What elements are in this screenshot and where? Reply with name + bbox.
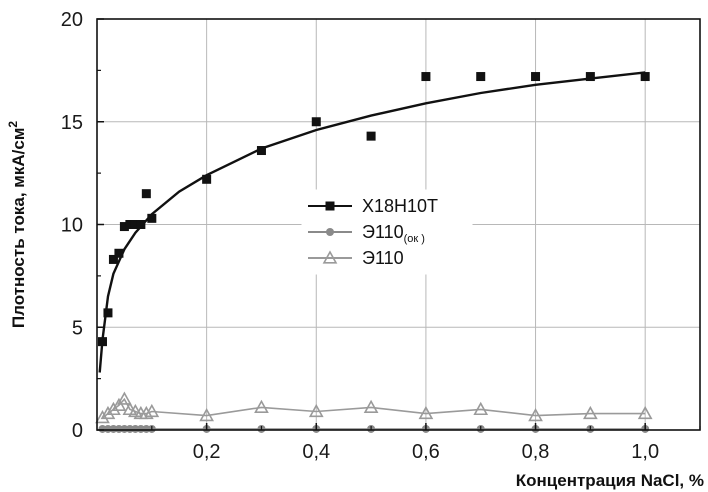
data-point-series-2 <box>637 405 653 420</box>
legend-label-sub: (ок ) <box>404 233 425 245</box>
data-point-series-2 <box>199 407 214 422</box>
legend-label: Х18Н10Т <box>362 196 438 216</box>
data-point-series-2 <box>117 391 132 405</box>
y-axis-title-superscript: 2 <box>6 121 20 128</box>
data-point-series-1 <box>120 424 129 433</box>
legend-marker <box>322 250 338 264</box>
data-point-series-0 <box>125 220 135 229</box>
data-point-series-0 <box>136 220 146 229</box>
y-tick-label: 10 <box>61 215 83 237</box>
data-point-series-0 <box>103 308 113 318</box>
series-1-points <box>98 424 650 433</box>
legend-item-1: Э110(ок ) <box>308 222 425 245</box>
data-point-series-0 <box>147 213 157 223</box>
data-point-series-1 <box>103 424 112 433</box>
data-point-series-0 <box>311 117 321 127</box>
series-2-points <box>95 391 653 424</box>
legend-item-0: Х18Н10Т <box>308 196 438 216</box>
data-point-series-0 <box>476 72 486 82</box>
data-point-series-2 <box>418 405 434 420</box>
data-point-series-0 <box>97 337 107 347</box>
data-point-series-1 <box>131 424 140 433</box>
data-point-series-2 <box>308 403 324 418</box>
data-point-series-0 <box>202 174 212 184</box>
y-tick-label: 5 <box>72 317 83 339</box>
data-point-series-0 <box>119 222 129 232</box>
legend-label-main: Э110 <box>362 222 404 242</box>
x-tick-label: 0,2 <box>193 441 221 463</box>
series-line-2 <box>102 397 646 419</box>
x-tick-label: 0,4 <box>302 441 330 463</box>
x-tick-label: 0,8 <box>522 441 550 463</box>
x-axis-title: Концентрация NaCl, % <box>516 471 704 490</box>
data-point-series-0 <box>585 72 595 82</box>
data-point-series-0 <box>366 131 376 141</box>
data-point-series-1 <box>114 424 123 433</box>
data-point-series-0 <box>531 72 541 82</box>
legend-marker <box>325 201 335 211</box>
series-0-points <box>97 72 650 347</box>
legend-label: Э110 <box>362 248 404 268</box>
data-point-series-0 <box>108 254 118 264</box>
data-point-series-1 <box>125 424 134 433</box>
data-point-series-0 <box>256 146 266 156</box>
data-point-series-2 <box>106 401 121 416</box>
data-point-series-1 <box>109 424 118 433</box>
data-point-series-0 <box>130 220 140 229</box>
data-point-series-2 <box>363 399 379 413</box>
legend-marker <box>326 228 334 236</box>
data-point-series-1 <box>142 424 151 433</box>
y-tick-label: 15 <box>61 112 83 134</box>
data-point-series-0 <box>421 72 431 82</box>
y-axis-title-main: Плотность тока, мкА/см <box>9 128 28 328</box>
x-tick-label: 1,0 <box>631 441 659 463</box>
data-point-series-2 <box>528 407 543 422</box>
data-point-series-0 <box>640 72 650 82</box>
data-series <box>95 72 653 433</box>
data-point-series-2 <box>254 399 269 413</box>
data-point-series-0 <box>141 189 151 199</box>
y-tick-label: 0 <box>72 420 83 442</box>
data-point-series-2 <box>138 405 154 420</box>
axis-ticks: 0,2 0,4 0,6 0,8 1,0 0 5 10 15 20 <box>61 9 701 463</box>
data-point-series-2 <box>100 405 116 420</box>
data-point-series-1 <box>136 424 145 433</box>
data-point-series-1 <box>98 424 107 433</box>
y-tick-label: 20 <box>61 9 83 31</box>
data-point-series-2 <box>473 401 489 416</box>
legend-label: Э110(ок ) <box>362 222 425 245</box>
legend-item-2: Э110 <box>308 248 404 268</box>
x-tick-label: 0,6 <box>412 441 440 463</box>
y-axis-title: Плотность тока, мкА/см2 <box>6 121 28 328</box>
data-point-series-2 <box>144 403 160 418</box>
data-point-series-0 <box>114 248 124 258</box>
data-point-series-2 <box>583 405 598 420</box>
data-point-series-2 <box>95 410 110 424</box>
